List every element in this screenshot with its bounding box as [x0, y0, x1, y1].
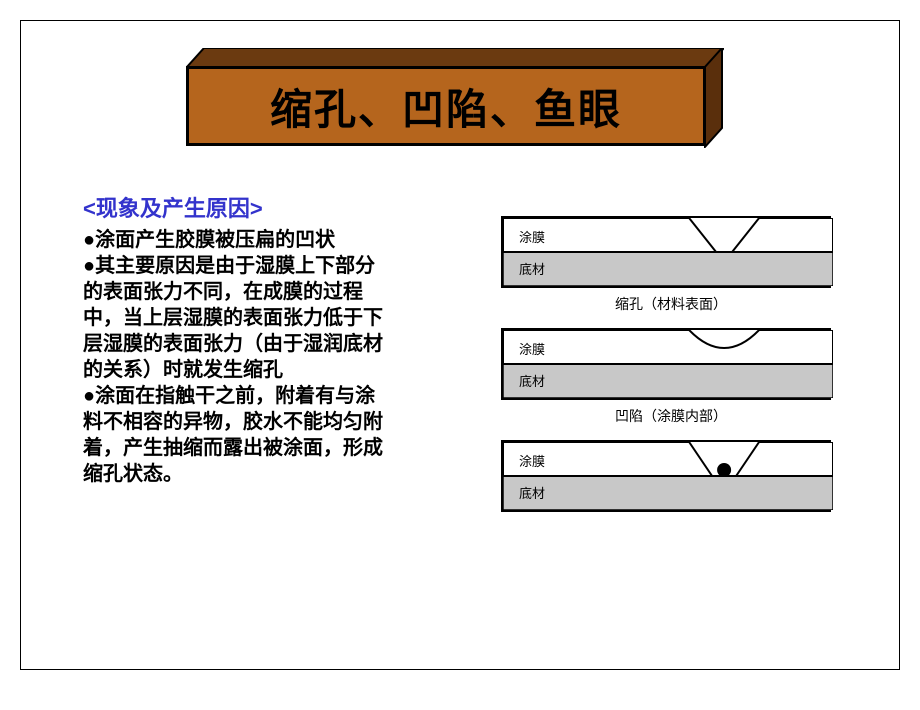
svg-text:涂膜: 涂膜: [519, 230, 545, 245]
bullet-item: ●涂面在指触干之前，附着有与涂料不相容的异物，胶水不能均匀附着，产生抽缩而露出被…: [83, 383, 393, 487]
svg-text:涂膜: 涂膜: [519, 342, 545, 357]
content-text-area: <现象及产生原因> ●涂面产生胶膜被压扁的凹状●其主要原因是由于湿膜上下部分的表…: [83, 191, 393, 487]
svg-text:底材: 底材: [519, 374, 545, 389]
diagram-area: 底材涂膜 缩孔（材料表面） 底材涂膜 凹陷（涂膜内部） 底材涂膜: [501, 216, 841, 526]
bullet-item: ●其主要原因是由于湿膜上下部分的表面张力不同，在成膜的过程中，当上层湿膜的表面张…: [83, 253, 393, 383]
svg-text:底材: 底材: [519, 486, 545, 501]
title-3d-side: [704, 48, 724, 138]
title-face: 缩孔、凹陷、鱼眼: [186, 66, 706, 146]
title-block: 缩孔、凹陷、鱼眼: [186, 66, 706, 166]
bullet-item: ●涂面产生胶膜被压扁的凹状: [83, 227, 393, 253]
diagram-crater: 底材涂膜: [501, 216, 831, 288]
svg-text:底材: 底材: [519, 262, 545, 277]
svg-text:涂膜: 涂膜: [519, 454, 545, 469]
bullet-list: ●涂面产生胶膜被压扁的凹状●其主要原因是由于湿膜上下部分的表面张力不同，在成膜的…: [83, 227, 393, 487]
caption-dent: 凹陷（涂膜内部）: [501, 406, 841, 426]
title-text: 缩孔、凹陷、鱼眼: [270, 76, 622, 137]
diagram-fisheye: 底材涂膜: [501, 440, 831, 512]
section-heading: <现象及产生原因>: [83, 191, 393, 223]
slide-frame: 缩孔、凹陷、鱼眼 <现象及产生原因> ●涂面产生胶膜被压扁的凹状●其主要原因是由…: [20, 20, 900, 670]
diagram-dent: 底材涂膜: [501, 328, 831, 400]
title-3d-top: [186, 48, 706, 68]
caption-crater: 缩孔（材料表面）: [501, 294, 841, 314]
